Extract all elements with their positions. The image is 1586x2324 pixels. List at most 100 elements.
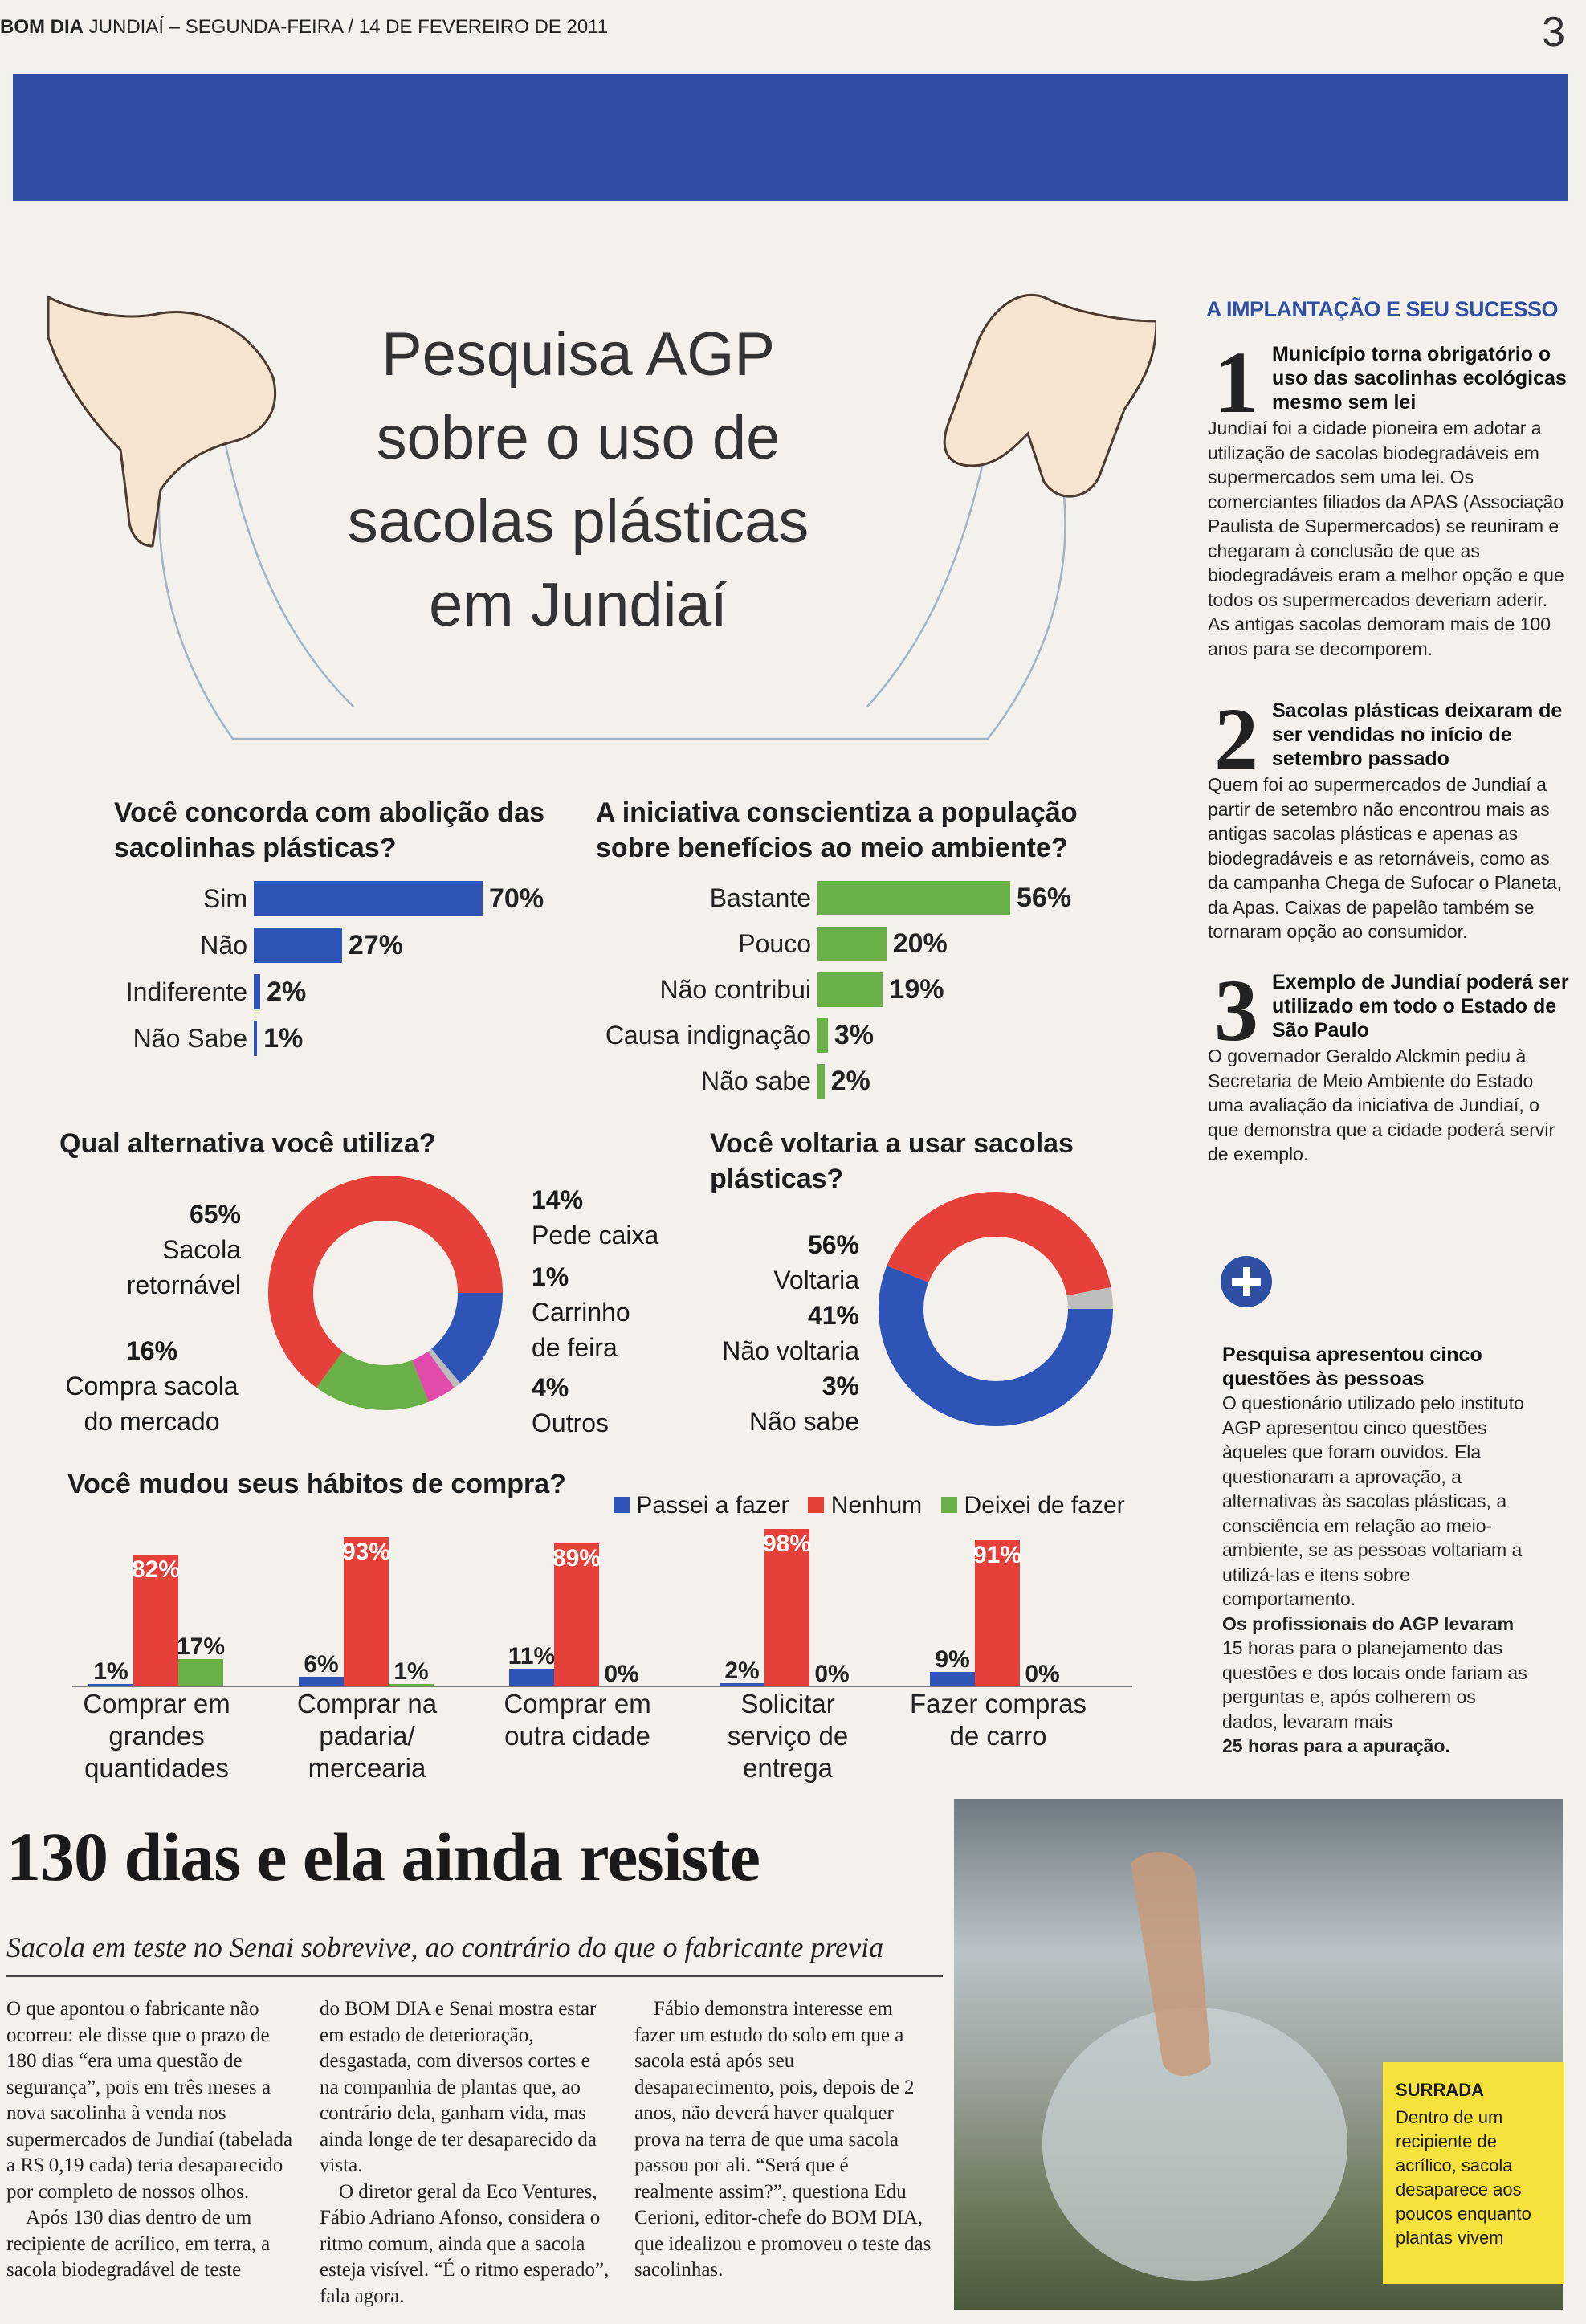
q2-value: 2% <box>830 1066 870 1096</box>
q5-value-label: 93% <box>342 1539 390 1565</box>
q3-question: Qual alternativa você utiliza? <box>59 1128 436 1159</box>
q3-b-text: Compra sacola do mercado <box>65 1372 239 1436</box>
bag-photo <box>954 1799 1563 2310</box>
q5-value-label: 98% <box>763 1531 811 1557</box>
q5-value-label: 9% <box>935 1646 969 1673</box>
col1-para-1: O que apontou o fabricante não ocorreu: … <box>6 1998 293 2203</box>
q1-bar <box>254 928 342 963</box>
q2-row: Causa indignação 3% <box>482 1013 1124 1058</box>
article-deck: Sacola em teste no Senai sobrevive, ao c… <box>6 1931 884 1963</box>
q4-donut <box>879 1192 1113 1426</box>
q2-row: Bastante 56% <box>482 875 1124 921</box>
q5-category-label: Fazer compras de carro <box>910 1689 1087 1751</box>
q1-row: Sim 70% <box>0 875 578 922</box>
side-item-2: 2 Sacolas plásticas deixaram de ser vend… <box>1208 690 1572 944</box>
article-col-1: O que apontou o fabricante não ocorreu: … <box>6 1996 297 2284</box>
q5-category-label: Comprar em outra cidade <box>504 1689 650 1751</box>
side-box-plus: Pesquisa apresentou cinco questões às pe… <box>1222 1343 1527 1759</box>
newspaper-brand: BOM DIA <box>0 16 84 38</box>
q4-question: Você voltaria a usar sacolas plásticas? <box>710 1128 1074 1194</box>
q1-row: Não Sabe 1% <box>0 1015 578 1062</box>
q5-value-label: 1% <box>393 1658 428 1685</box>
side-number-2: 2 <box>1214 690 1258 788</box>
photo-bag-shape <box>1042 2008 1347 2281</box>
q5-category-label: Comprar na padaria/ mercearia <box>297 1689 437 1783</box>
q4-a-pct: 56% <box>807 1230 859 1259</box>
slice-nao-sabe <box>879 1192 1113 1426</box>
q5-bar <box>88 1684 133 1686</box>
q1-row: Indiferente 2% <box>0 968 578 1015</box>
q5-bar <box>344 1537 389 1686</box>
q2-label: Não sabe <box>701 1066 811 1095</box>
q2-bar <box>817 1018 828 1053</box>
side-item-3: 3 Exemplo de Jundiaí poderá ser utilizad… <box>1208 966 1572 1167</box>
q4-b-pct: 41% <box>807 1301 859 1330</box>
q1-question: Você concorda com abolição das sacolinha… <box>114 797 544 863</box>
q1-bar <box>254 1021 258 1056</box>
col3-para-1: Fábio demonstra interesse em fazer um es… <box>634 1998 932 2281</box>
q5-bar-chart: 1% 82% 17% Comprar em grandes quantidades 6%… <box>72 1529 1132 1783</box>
slice-nao-voltaria <box>879 1192 1113 1426</box>
q3-d-pct: 1% <box>532 1262 569 1291</box>
q5-bar <box>509 1669 554 1686</box>
title-line-2: sobre o uso de <box>376 404 781 472</box>
q5-bar <box>178 1659 223 1686</box>
caption-title: SURRADA <box>1396 2080 1484 2100</box>
q5-value-label: 89% <box>552 1545 601 1572</box>
q2-value: 20% <box>892 928 948 959</box>
q1-bar <box>254 881 483 916</box>
survey-title: Pesquisa AGP sobre o uso de sacolas plás… <box>313 313 843 647</box>
q5-bar <box>554 1543 599 1686</box>
q4-c-text: Não sabe <box>749 1407 859 1436</box>
q3-label-d: 1% Carrinho de feira <box>532 1259 644 1365</box>
side-text-2: Quem foi ao supermercados de Jundiaí a p… <box>1208 774 1563 942</box>
q2-label: Causa indignação <box>605 1021 811 1050</box>
q3-d-text: Carrinho de feira <box>532 1298 630 1362</box>
q5-question: Você mudou seus hábitos de compra? <box>67 1469 566 1499</box>
plus-text-1: O questionário utilizado pelo instituto … <box>1222 1392 1524 1609</box>
caption-text: Dentro de um recipiente de acrílico, sac… <box>1396 2107 1531 2248</box>
q2-label: Bastante <box>709 883 811 912</box>
q3-label-e: 4% Outros <box>532 1370 644 1441</box>
q2-value: 19% <box>889 974 944 1005</box>
q2-bar <box>817 972 883 1007</box>
q1-value: 27% <box>348 929 403 960</box>
plus-title: Pesquisa apresentou cinco questões às pe… <box>1222 1343 1482 1390</box>
slice-retornavel <box>268 1176 503 1410</box>
photo-hand-shape <box>1131 1852 1211 2076</box>
q2-row: Pouco 20% <box>482 921 1124 967</box>
q5-value-label: 6% <box>304 1651 338 1678</box>
legend-passei-label: Passei a fazer <box>636 1492 789 1519</box>
sidebar-heading: A IMPLANTAÇÃO E SEU SUCESSO <box>1206 297 1559 321</box>
header-color-band <box>13 74 1568 201</box>
deck-rule <box>6 1975 943 1977</box>
q1-label: Sim <box>202 883 247 913</box>
article-headline: 130 dias e ela ainda resiste <box>6 1818 760 1895</box>
q5-bar <box>975 1540 1020 1686</box>
title-line-1: Pesquisa AGP <box>381 320 776 389</box>
bag-fold-left <box>215 401 354 707</box>
q5-bar <box>764 1529 809 1686</box>
col1-para-2: Após 130 dias dentro de um recipiente de… <box>6 2207 271 2281</box>
q5-value-label: 91% <box>973 1542 1021 1568</box>
side-item-1: 1 Município torna obrigatório o uso das … <box>1208 338 1572 661</box>
title-line-4: em Jundiaí <box>429 571 728 639</box>
q5-value-label: 0% <box>1025 1661 1059 1687</box>
article-col-3: Fábio demonstra interesse em fazer um es… <box>634 1996 932 2284</box>
side-title-1: Município torna obrigatório o uso das sa… <box>1272 343 1567 414</box>
side-title-3: Exemplo de Jundiaí poderá ser utilizado … <box>1272 971 1569 1042</box>
q2-value: 56% <box>1017 883 1072 913</box>
q5-category-label: Comprar em grandes quantidades <box>83 1689 230 1783</box>
article-col-2: do BOM DIA e Senai mostra estar em estad… <box>320 1996 610 2310</box>
q1-label: Indiferente <box>125 976 247 1006</box>
q3-a-pct: 65% <box>189 1200 241 1229</box>
q3-a-text: Sacola retornável <box>126 1235 241 1299</box>
page-header: BOM DIA JUNDIAÍ – SEGUNDA-FEIRA / 14 DE … <box>0 16 1586 64</box>
q3-donut <box>268 1176 503 1410</box>
legend-deixei: Deixei de fazer <box>941 1492 1125 1519</box>
q5-bar <box>720 1683 764 1686</box>
plus-text-3: 15 horas para o planejamento das questõe… <box>1222 1637 1527 1732</box>
q5-bar <box>133 1555 178 1686</box>
q5-value-label: 11% <box>508 1643 555 1670</box>
q5-value-label: 1% <box>93 1658 128 1685</box>
